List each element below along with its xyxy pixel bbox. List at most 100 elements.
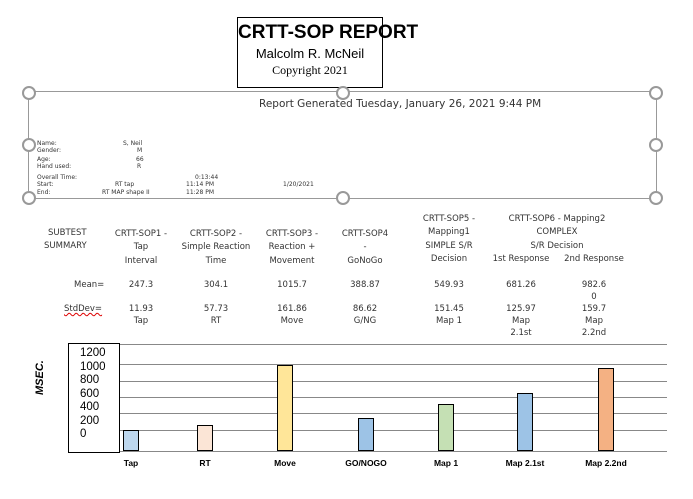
stddev-value: 161.86 (277, 304, 307, 314)
column-header: CRTT-SOP5 - Mapping1 SIMPLE S/R Decision (423, 213, 475, 266)
resize-handle[interactable] (649, 86, 663, 100)
y-tick-label: 800 (80, 374, 100, 386)
age-value: 66 (136, 156, 144, 163)
resize-handle[interactable] (336, 86, 350, 100)
y-tick-label: 1000 (80, 360, 106, 373)
stddev-value: 151.45 (434, 304, 464, 314)
sop6-header-line: CRTT-SOP6 - Mapping2 (508, 214, 606, 224)
column-header-line: Movement (269, 255, 315, 266)
abbreviation: Map (585, 316, 603, 326)
mean-value: 982.6 (581, 280, 607, 290)
summary-label-1: SUBTEST (48, 228, 87, 238)
column-header: 1st Response (493, 253, 550, 266)
column-header: CRTT-SOP1 - Tap Interval (115, 228, 167, 268)
y-tick-label: 400 (80, 401, 100, 413)
start-time: 11:14 PM (186, 181, 214, 188)
resize-handle[interactable] (22, 191, 36, 205)
gridline (119, 430, 667, 431)
resize-handle[interactable] (649, 138, 663, 152)
gender-label: Gender: (37, 147, 62, 154)
column-header-line: CRTT-SOP4 (341, 229, 389, 239)
column-header-line: Decision (430, 253, 468, 264)
bar-tap (123, 430, 139, 451)
stddev-value: 159.7 (581, 304, 607, 314)
abbreviation: Tap (133, 316, 149, 326)
bar-map-2-1st (517, 393, 533, 451)
column-header-line: CRTT-SOP1 - (114, 229, 168, 239)
gridline (119, 451, 667, 452)
x-tick-label: Map 2.1st (505, 458, 545, 468)
resize-handle[interactable] (22, 138, 36, 152)
y-axis-box (68, 343, 120, 453)
y-tick-label: 200 (80, 414, 100, 427)
overall-time-label: Overall Time: (37, 174, 78, 181)
abbreviation: RT (210, 316, 222, 326)
summary-label-2: SUMMARY (44, 241, 87, 251)
bar-move (277, 365, 293, 451)
x-tick-label: Map 1 (433, 458, 459, 468)
mean-label: Mean= (74, 280, 105, 290)
resize-handle[interactable] (649, 191, 663, 205)
gridline (119, 364, 667, 365)
resize-handle[interactable] (336, 191, 350, 205)
report-generated: Report Generated Tuesday, January 26, 20… (259, 98, 542, 110)
x-tick-label: GO/NOGO (345, 458, 387, 468)
start-test: RT tap (115, 181, 135, 188)
mean-value: 549.93 (434, 280, 464, 290)
column-header-line: - (363, 242, 367, 253)
mean-value: 681.26 (506, 280, 536, 290)
bar-map-2-2nd (598, 367, 614, 451)
abbreviation-line2: 2.2nd (581, 328, 607, 338)
mean-value: 247.3 (128, 280, 154, 290)
column-header-line: CRTT-SOP2 - (189, 229, 243, 239)
mean-value: 1015.7 (277, 280, 307, 290)
sop6-group-header: CRTT-SOP6 - Mapping2 COMPLEX S/R Decisio… (509, 213, 606, 253)
column-header-line: SIMPLE S/R (425, 240, 473, 251)
x-tick-label: Move (274, 458, 296, 468)
bar-rt (197, 425, 213, 451)
column-header: CRTT-SOP3 - Reaction + Movement (266, 228, 318, 268)
copyright: Copyright 2021 (272, 63, 348, 77)
gender-value: M (137, 147, 143, 154)
name-label: Name: (37, 140, 57, 147)
abbreviation: Map 1 (435, 316, 463, 326)
resize-handle[interactable] (22, 86, 36, 100)
mean-value: 304.1 (203, 280, 229, 290)
abbreviation-line2: 2.1st (510, 328, 532, 338)
y-tick-label: 0 (80, 428, 87, 440)
age-label: Age: (37, 156, 51, 163)
gridline (119, 413, 667, 414)
abbreviation: Map (512, 316, 530, 326)
sop6-header-line: S/R Decision (530, 240, 584, 251)
column-header: 2nd Response (564, 253, 624, 266)
column-header-line: GoNoGo (347, 255, 383, 266)
end-time: 11:28 PM (186, 189, 214, 196)
abbreviation: Move (280, 316, 304, 326)
x-tick-label: RT (199, 458, 211, 468)
end-label: End: (37, 189, 51, 196)
stddev-value: 86.62 (352, 304, 378, 314)
x-tick-label: Tap (123, 458, 139, 468)
name-value: S, Neil (123, 140, 143, 147)
mean-value-wrap: 0 (591, 292, 597, 302)
column-header-line: 2nd Response (564, 254, 624, 264)
title-box: CRTT-SOP REPORT Malcolm R. McNeil Copyri… (237, 17, 419, 88)
report-title: CRTT-SOP REPORT (238, 22, 419, 43)
column-header-line: Simple Reaction (181, 242, 251, 253)
column-header-line: Tap (133, 242, 149, 253)
bar-map-1 (438, 404, 454, 451)
y-tick-label: 600 (80, 387, 100, 400)
stddev-label: StdDev= (64, 304, 103, 314)
end-test: RT MAP shape II (102, 189, 150, 196)
hand-label: Hand used: (37, 163, 72, 170)
column-header-line: Interval (124, 255, 158, 266)
stddev-value: 125.97 (506, 304, 536, 314)
bar-go-nogo (358, 418, 374, 451)
column-header-line: Reaction + (268, 242, 316, 253)
column-header-line: CRTT-SOP3 - (265, 229, 319, 239)
start-label: Start: (37, 181, 54, 188)
stddev-value: 57.73 (203, 304, 229, 314)
sop6-header-line: COMPLEX (536, 227, 578, 238)
stddev-value: 11.93 (128, 304, 154, 314)
